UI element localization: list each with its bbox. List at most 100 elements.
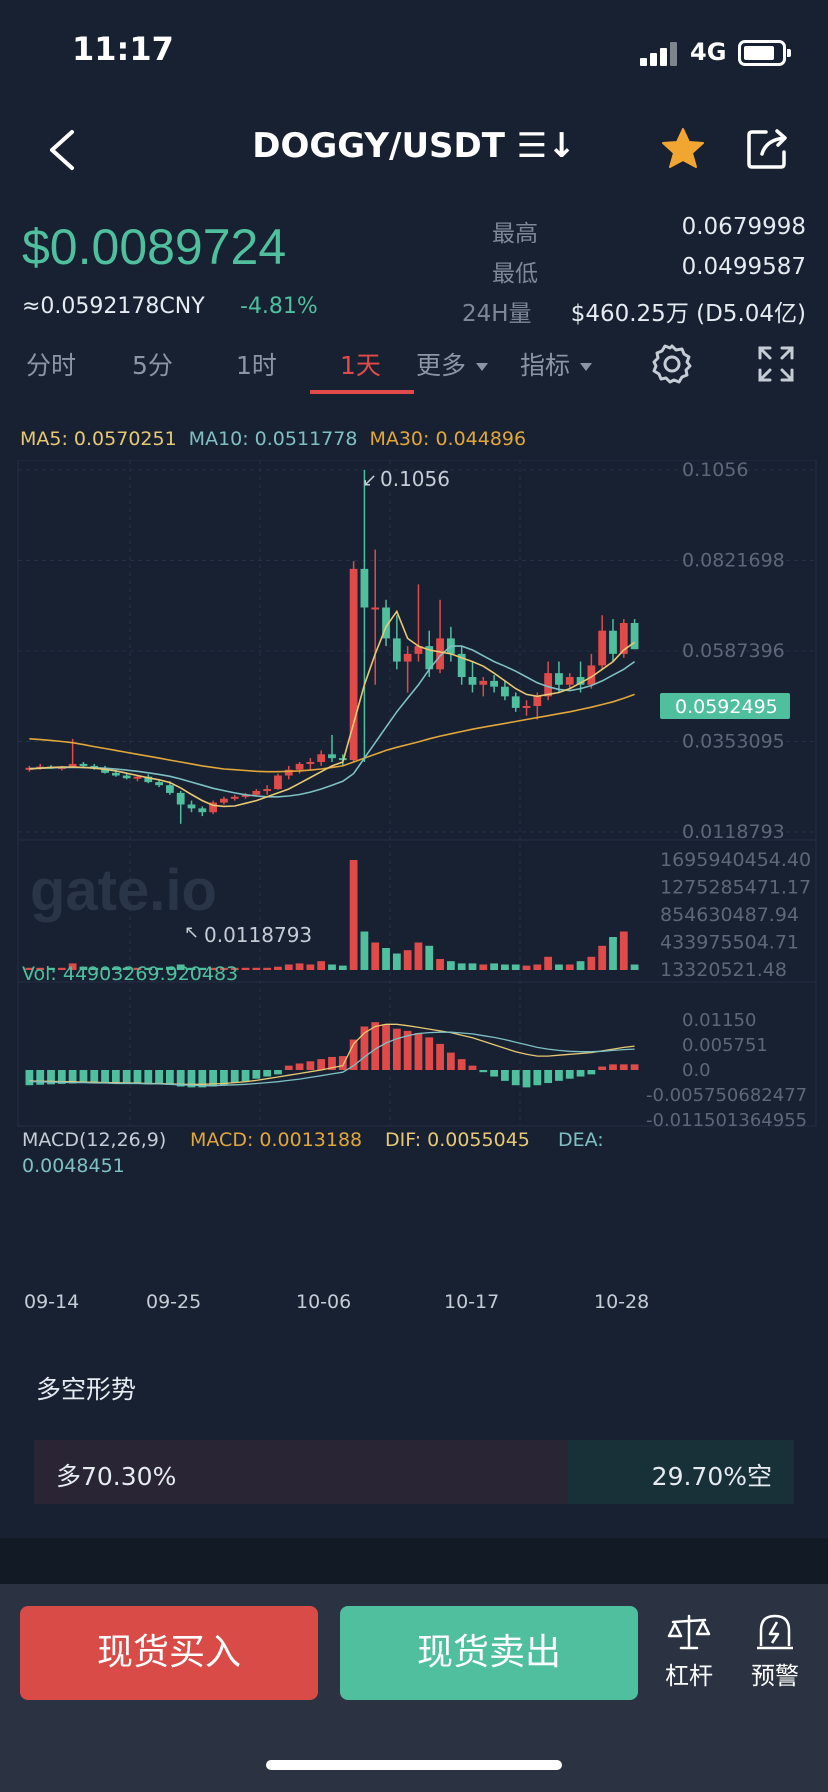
- high-arrow-icon: ↙: [362, 470, 377, 491]
- price-axis-tick: 0.0821698: [682, 550, 785, 572]
- signal-icon: [640, 42, 680, 66]
- long-short-bar: 多70.30% 29.70%空: [34, 1440, 794, 1504]
- tab-indicator-label: 指标: [520, 351, 571, 380]
- candle-body: [155, 782, 163, 786]
- volume-bar: [555, 964, 563, 970]
- x-axis-label: 09-25: [146, 1291, 201, 1313]
- candle-body: [122, 775, 131, 779]
- candle-body: [360, 568, 369, 608]
- macd-value: MACD: 0.0013188: [190, 1129, 362, 1151]
- spot-buy-button[interactable]: 现货买入: [20, 1606, 318, 1700]
- tab-5min[interactable]: 5分: [132, 351, 173, 380]
- gear-icon[interactable]: [650, 342, 694, 386]
- battery-icon: [738, 40, 791, 66]
- macd-histogram-bar: [414, 1033, 423, 1070]
- high-value: 0.0679998: [681, 214, 806, 240]
- macd-histogram-bar: [619, 1064, 628, 1070]
- leverage-button[interactable]: 杠杆: [654, 1612, 724, 1691]
- kline-chart[interactable]: gate.io 0.1056 0.0821698 0.0587396 0.035309…: [0, 460, 828, 1320]
- macd-axis-tick: 0.0: [682, 1060, 711, 1081]
- dif-line: [29, 1023, 635, 1085]
- volume-axis-tick: 1275285471.17: [660, 877, 811, 899]
- volume-bar: [68, 963, 77, 970]
- candle-body: [382, 607, 390, 639]
- tab-1day[interactable]: 1天: [340, 351, 381, 380]
- candle-body: [111, 772, 120, 776]
- candle-body: [349, 568, 358, 761]
- share-icon[interactable]: [744, 124, 792, 172]
- volume-label: 24H量: [462, 301, 532, 327]
- candle-body: [555, 673, 563, 685]
- alert-button[interactable]: 预警: [740, 1612, 810, 1691]
- macd-histogram-bar: [25, 1070, 34, 1086]
- tab-1hour[interactable]: 1时: [236, 351, 277, 380]
- long-short-title: 多空形势: [36, 1375, 137, 1404]
- macd-axis-tick: 0.01150: [682, 1010, 756, 1031]
- macd-histogram-bar: [360, 1026, 369, 1070]
- candle-body: [522, 706, 531, 709]
- volume-bar: [101, 967, 109, 970]
- volume-bar: [274, 966, 282, 970]
- volume-title: Vol: 44903269.920483: [22, 963, 238, 985]
- spot-sell-button[interactable]: 现货卖出: [340, 1606, 638, 1700]
- volume-bar: [198, 967, 207, 970]
- volume-bar: [79, 966, 88, 970]
- scale-icon: [667, 1614, 711, 1650]
- volume-bar: [436, 959, 444, 970]
- candle-body: [598, 630, 607, 666]
- candle-body: [436, 638, 444, 670]
- alarm-icon: [757, 1614, 793, 1650]
- candle-body: [619, 622, 628, 654]
- status-time: 11:17: [72, 30, 174, 68]
- last-price: $0.0089724: [22, 219, 287, 275]
- candle-body: [630, 622, 639, 650]
- candle-body: [414, 646, 423, 654]
- macd-histogram-bar: [198, 1070, 207, 1088]
- candle-body: [576, 677, 585, 685]
- candle-body: [252, 790, 261, 795]
- network-type: 4G: [690, 38, 727, 66]
- tab-indicator[interactable]: 指标: [520, 346, 593, 382]
- tab-timeshare[interactable]: 分时: [26, 351, 77, 380]
- volume-bar: [576, 961, 585, 970]
- volume-axis-tick: 1695940454.40: [660, 849, 811, 871]
- volume-bar: [619, 931, 628, 970]
- macd-histogram-bar: [263, 1070, 272, 1077]
- macd-histogram-bar: [90, 1070, 99, 1084]
- star-icon[interactable]: [660, 126, 706, 172]
- dif-value: DIF: 0.0055045: [385, 1129, 530, 1151]
- macd-histogram-bar: [587, 1070, 596, 1075]
- pair-title[interactable]: DOGGY/USDT ☰↓: [252, 126, 576, 166]
- section-divider: [0, 1538, 828, 1584]
- candle-body: [544, 673, 553, 697]
- candle-body: [68, 763, 77, 768]
- candle-body: [198, 808, 207, 813]
- volume-bar: [306, 964, 315, 970]
- ma5-value: MA5: 0.0570251: [20, 428, 177, 450]
- volume-bar: [360, 931, 369, 970]
- volume-bar: [187, 967, 196, 970]
- fullscreen-icon[interactable]: [754, 342, 798, 386]
- macd-histogram-bar: [403, 1030, 412, 1070]
- short-portion: [568, 1440, 794, 1504]
- volume-bar: [598, 945, 607, 970]
- x-axis-label: 10-17: [444, 1291, 499, 1313]
- macd-histogram-bar: [598, 1066, 607, 1070]
- macd-histogram-bar: [436, 1043, 444, 1070]
- volume-bar: [544, 956, 553, 970]
- volume-bar: [122, 967, 131, 970]
- volume-bar: [284, 964, 293, 970]
- volume-bar: [230, 967, 239, 970]
- tab-more[interactable]: 更多: [416, 346, 489, 382]
- candle-body: [241, 794, 250, 797]
- macd-histogram-bar: [630, 1064, 639, 1070]
- macd-histogram-bar: [501, 1070, 509, 1081]
- back-icon[interactable]: [42, 128, 82, 172]
- macd-histogram-bar: [382, 1024, 390, 1070]
- macd-histogram-bar: [349, 1039, 358, 1070]
- volume-bar: [457, 963, 466, 970]
- volume-bar: [587, 956, 596, 970]
- macd-histogram-bar: [425, 1037, 434, 1070]
- candle-body: [479, 680, 488, 685]
- macd-axis-tick: -0.005750682477: [646, 1085, 807, 1106]
